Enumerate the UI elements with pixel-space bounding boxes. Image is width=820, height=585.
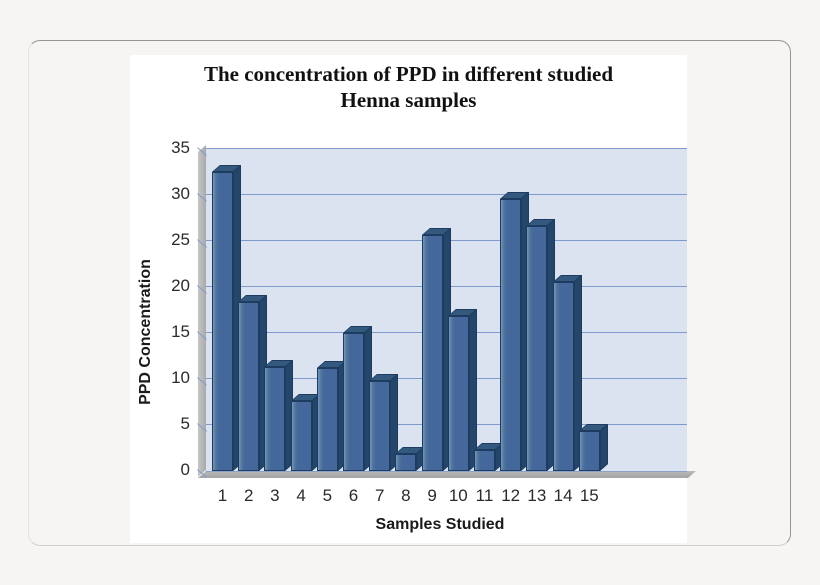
bar-front-face [238,302,260,471]
bar-sample-3 [264,359,294,471]
chart-title-line-1: The concentration of PPD in different st… [203,62,614,86]
x-tick-label: 6 [348,486,359,505]
y-tick-label: 20 [171,276,190,295]
bar-front-face [526,226,548,471]
y-tick-label: 15 [171,322,190,341]
x-tick-label: 4 [296,486,306,505]
x-tick-label: 3 [270,486,280,505]
y-tick-label: 25 [171,230,190,249]
x-axis-title: Samples Studied [375,516,505,533]
x-tick-label: 10 [448,486,468,505]
bar-front-face [212,172,233,471]
bar-sample-4 [290,393,320,471]
bar-front-face [552,282,574,471]
x-tick-label: 12 [501,486,521,505]
bar-sample-14 [552,274,582,471]
bar-sample-2 [238,294,268,471]
bar-sample-8 [395,446,425,471]
y-tick-label: 35 [171,138,190,157]
bar-front-face [343,333,364,471]
bar-side-face [468,308,477,471]
plot-area [206,148,687,472]
gridline [206,194,687,195]
bar-front-face [474,450,495,471]
x-tick-label: 15 [579,486,599,505]
bar-sample-15 [578,423,608,471]
bar-sample-12 [500,191,530,472]
x-tick-label: 7 [374,486,385,505]
bar-sample-1 [212,164,241,472]
x-tick-label: 8 [401,486,411,505]
bar-side-face [599,423,608,471]
bar-front-face [264,367,286,471]
x-tick-label: 9 [427,486,437,505]
bar-front-face [421,235,443,471]
bar-sample-9 [421,227,451,471]
bar-sample-7 [369,373,399,471]
bar-front-face [290,401,312,471]
bar-sample-6 [343,325,372,471]
bar-front-face [500,199,522,471]
chart-title: The concentration of PPD in different st… [130,61,687,113]
x-tick-label: 13 [527,486,547,505]
page-panel [28,40,791,546]
bar-sample-5 [316,360,346,471]
bar-sample-11 [474,442,503,471]
bar-front-face [316,368,338,471]
bar-front-face [578,431,600,471]
y-tick-label: 5 [180,414,190,433]
x-tick-label: 11 [475,486,494,505]
x-tick-label: 1 [217,486,228,505]
y-tick-label: 0 [180,460,190,479]
y-tick-label: 30 [171,184,190,203]
chart-title-line-2: Henna samples [340,88,477,112]
bar-sample-13 [526,218,556,471]
x-tick-label: 5 [322,486,333,505]
bar-front-face [369,381,391,471]
bar-chart: The concentration of PPD in different st… [130,55,696,543]
x-tick-label: 2 [243,486,254,505]
bar-front-face [447,316,469,471]
bar-front-face [395,454,417,471]
bar-sample-10 [447,308,477,471]
x-tick-label: 14 [553,486,573,505]
chart-3d-floor [198,471,696,478]
y-tick-label: 10 [171,368,190,387]
